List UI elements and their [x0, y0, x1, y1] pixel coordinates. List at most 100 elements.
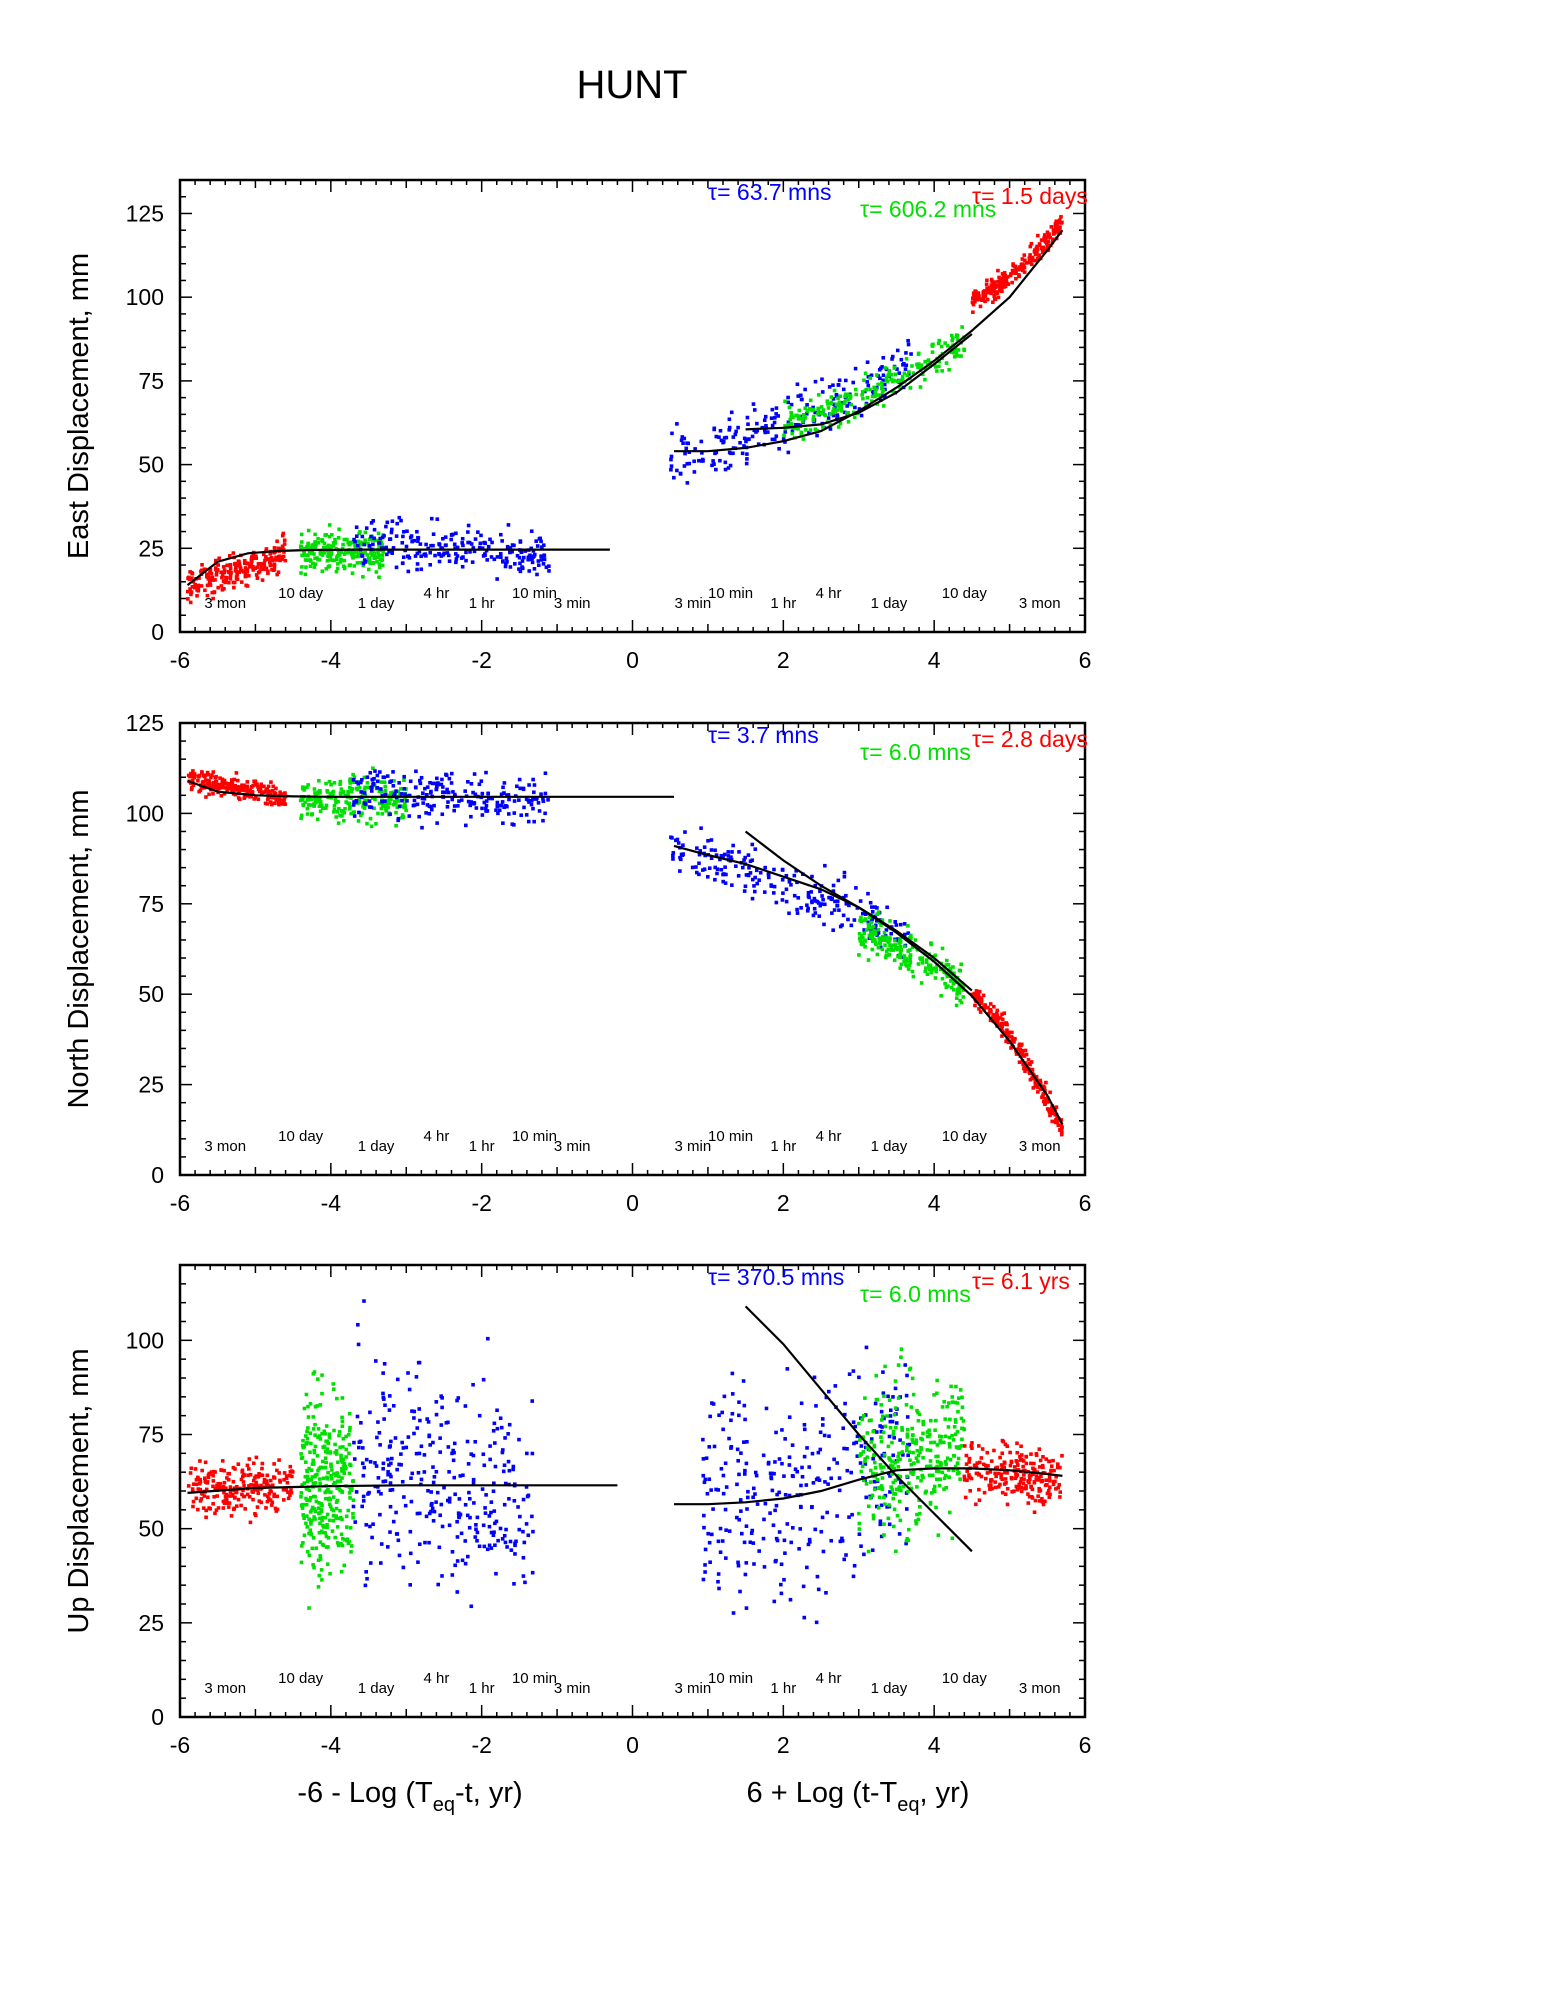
data-point	[929, 1491, 934, 1495]
data-point	[456, 804, 460, 808]
data-point	[323, 1449, 328, 1454]
data-point	[978, 1010, 983, 1014]
data-point	[191, 769, 195, 773]
data-point	[902, 932, 907, 937]
data-point	[914, 1438, 919, 1443]
data-point	[257, 569, 262, 574]
data-point	[435, 784, 439, 789]
data-point	[996, 279, 1000, 284]
data-point	[307, 1466, 311, 1471]
data-point	[931, 967, 936, 971]
data-point	[1039, 238, 1044, 242]
data-point	[954, 1003, 959, 1008]
data-point	[880, 1470, 885, 1475]
data-point	[344, 1466, 348, 1471]
data-point	[955, 1467, 960, 1472]
data-point	[373, 538, 378, 543]
data-point	[1021, 268, 1025, 273]
data-point	[887, 368, 892, 373]
data-point	[518, 1514, 522, 1519]
data-point	[381, 1371, 385, 1375]
data-point	[484, 1493, 488, 1497]
data-point	[766, 872, 771, 876]
data-point	[951, 982, 956, 986]
data-point	[189, 771, 193, 776]
data-point	[222, 782, 226, 786]
data-point	[228, 1490, 233, 1494]
data-point	[990, 1016, 995, 1020]
data-point	[1046, 1488, 1051, 1493]
data-point	[928, 1459, 933, 1463]
data-point	[452, 1450, 456, 1455]
data-point	[301, 1445, 306, 1450]
data-point	[818, 889, 822, 894]
data-point	[224, 1486, 228, 1491]
data-point	[835, 1461, 839, 1465]
data-point	[373, 1359, 378, 1363]
data-point	[702, 1525, 706, 1530]
data-point	[841, 387, 846, 392]
data-point	[489, 1546, 494, 1550]
data-point	[471, 790, 475, 795]
data-point	[472, 801, 476, 806]
data-point	[409, 1499, 414, 1504]
data-point	[367, 556, 372, 561]
data-point	[806, 894, 811, 899]
data-point	[347, 1411, 352, 1416]
data-point	[313, 540, 317, 544]
data-point	[783, 430, 788, 434]
data-point	[342, 552, 347, 556]
data-point	[857, 936, 862, 940]
data-point	[503, 1481, 508, 1486]
data-point	[371, 766, 375, 771]
data-point	[454, 560, 458, 565]
data-point	[372, 536, 376, 541]
data-point	[365, 785, 370, 790]
data-point	[751, 1486, 756, 1491]
data-point	[446, 800, 450, 804]
data-point	[898, 950, 903, 955]
data-point	[681, 852, 685, 856]
data-point	[382, 1417, 386, 1421]
data-point	[1057, 220, 1062, 225]
data-point	[883, 938, 888, 943]
data-point	[384, 524, 388, 529]
data-point	[1020, 1051, 1025, 1056]
data-point	[701, 868, 705, 872]
data-point	[494, 1571, 498, 1576]
data-point	[783, 399, 787, 404]
data-point	[859, 933, 864, 938]
data-point	[453, 1492, 457, 1497]
data-point	[512, 799, 517, 803]
time-label: 10 min	[512, 1670, 557, 1687]
data-point	[893, 946, 898, 950]
data-point	[883, 1424, 888, 1429]
data-point	[329, 1473, 333, 1478]
data-point	[902, 959, 906, 964]
data-point	[312, 1482, 317, 1487]
data-point	[367, 805, 372, 809]
data-point	[264, 555, 268, 559]
data-point	[367, 1490, 371, 1495]
data-point	[299, 813, 304, 818]
time-label: 3 min	[554, 1138, 591, 1155]
y-tick-label: 0	[151, 619, 164, 645]
data-point	[902, 922, 907, 926]
data-point	[843, 1401, 847, 1406]
data-point	[719, 438, 724, 443]
data-point	[368, 816, 373, 821]
data-point	[272, 1475, 276, 1479]
data-point	[259, 1473, 263, 1478]
data-point	[773, 1559, 778, 1564]
data-point	[313, 532, 317, 537]
data-point	[377, 575, 381, 580]
data-point	[362, 806, 367, 810]
data-point	[300, 565, 304, 569]
data-point	[1046, 239, 1050, 244]
data-point	[481, 1377, 486, 1382]
data-point	[727, 1529, 732, 1533]
data-point	[400, 1440, 404, 1445]
data-point	[381, 1391, 385, 1396]
data-point	[796, 394, 801, 398]
data-point	[501, 821, 505, 825]
